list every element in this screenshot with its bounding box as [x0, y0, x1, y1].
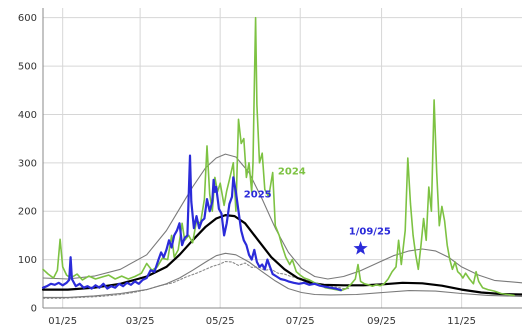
y-tick-label: 400 — [18, 110, 37, 121]
x-tick-label: 01/25 — [48, 316, 77, 327]
y-tick-label: 200 — [18, 207, 37, 218]
grid-layer — [43, 8, 522, 309]
x-tick-label: 11/25 — [447, 316, 476, 327]
series-line-1 — [41, 154, 342, 292]
x-tick-label: 05/25 — [206, 316, 235, 327]
series-line-2 — [41, 214, 522, 296]
series-layer — [41, 16, 522, 299]
y-tick-label: 0 — [31, 304, 37, 315]
y-tick-label: 600 — [18, 13, 37, 24]
star-marker — [353, 241, 368, 255]
axis-layer: 0 100 200 300 400 500 600 01/25 03/25 05/25 07/25 0… — [18, 8, 522, 327]
y-tick-label: 100 — [18, 255, 37, 266]
x-tick-label: 09/25 — [367, 316, 396, 327]
annotation-label-0: 2024 — [278, 166, 306, 177]
series-line-4 — [42, 252, 522, 298]
annotation-label-2: 1/09/25 — [349, 226, 391, 237]
y-tick-label: 300 — [18, 158, 37, 169]
y-tick-label: 500 — [18, 62, 37, 73]
series-line-3 — [42, 153, 522, 284]
x-tick-label: 07/25 — [286, 316, 315, 327]
annotation-layer: 2024 2025 1/09/25 — [244, 166, 391, 255]
annotation-label-1: 2025 — [244, 190, 272, 201]
x-tick-label: 03/25 — [126, 316, 155, 327]
